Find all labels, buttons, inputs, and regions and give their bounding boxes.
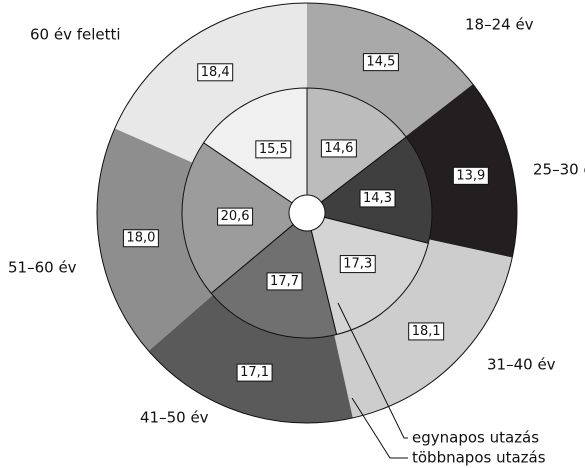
label-box <box>408 322 445 341</box>
outer-ring-edge <box>96 2 518 424</box>
data-label: 14,5 <box>366 55 395 70</box>
label-box <box>236 363 273 382</box>
leader-line <box>351 397 408 459</box>
category-label: 31–40 év <box>487 356 556 374</box>
legend-label: egynapos utazás <box>412 429 539 447</box>
data-label: 17,7 <box>270 274 299 289</box>
data-label: 20,6 <box>221 209 250 224</box>
data-label: 18,0 <box>126 231 155 246</box>
label-box <box>197 63 234 82</box>
category-label: 18–24 év <box>465 16 534 34</box>
category-label: 41–50 év <box>140 409 209 427</box>
data-label: 18,4 <box>201 65 230 80</box>
donut-segment <box>114 3 308 163</box>
category-label: 25–30 év <box>533 161 585 179</box>
label-box <box>339 255 376 274</box>
data-label: 13,9 <box>456 168 485 183</box>
data-label: 14,3 <box>363 191 392 206</box>
label-box <box>217 207 254 226</box>
legend-label: többnapos utazás <box>412 449 546 467</box>
donut-segment <box>202 87 308 204</box>
label-box <box>122 229 159 248</box>
label-box <box>255 140 292 159</box>
data-label: 14,6 <box>324 141 353 156</box>
leader-line <box>337 302 408 439</box>
data-label: 17,3 <box>343 257 372 272</box>
donut-segment <box>148 295 353 423</box>
label-box <box>320 139 357 158</box>
label-box <box>362 53 399 72</box>
data-label: 18,1 <box>412 324 441 339</box>
label-box <box>359 189 396 208</box>
donut-segment <box>310 216 429 336</box>
data-label: 15,5 <box>259 142 288 157</box>
category-label: 51–60 év <box>8 259 77 277</box>
category-label: 60 év feletti <box>30 26 121 44</box>
label-box <box>266 272 303 291</box>
data-label: 17,1 <box>240 365 269 380</box>
label-box <box>452 166 489 185</box>
